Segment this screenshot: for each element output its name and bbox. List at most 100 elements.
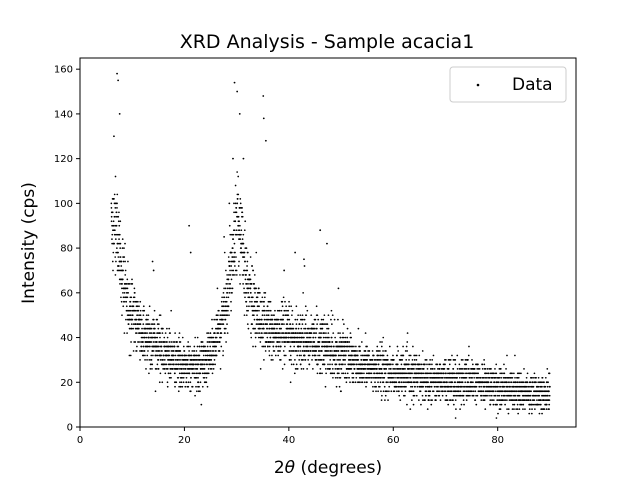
data-point [543, 399, 545, 402]
data-point [333, 345, 335, 348]
data-point [289, 354, 292, 357]
data-point [228, 274, 230, 276]
data-point [148, 359, 151, 361]
data-point-peak [262, 95, 265, 97]
data-point [220, 300, 223, 303]
data-point [373, 372, 376, 375]
data-point [302, 368, 305, 370]
data-point [308, 327, 310, 330]
data-point [142, 354, 145, 357]
data-point [289, 323, 292, 325]
data-point [226, 274, 228, 276]
data-point [316, 323, 318, 325]
data-point [249, 278, 252, 281]
data-point [524, 408, 526, 410]
data-point [295, 327, 297, 330]
data-point [206, 385, 209, 388]
data-point [409, 376, 412, 379]
data-point [548, 408, 550, 410]
data-point [182, 381, 185, 384]
data-point [467, 354, 470, 357]
data-point [138, 318, 141, 321]
data-point [260, 300, 263, 303]
data-point [166, 385, 169, 388]
data-point [152, 341, 155, 343]
data-point [432, 390, 435, 393]
data-point [470, 381, 473, 384]
data-point [352, 359, 355, 361]
data-point [112, 269, 114, 272]
data-point [482, 390, 485, 393]
data-point [484, 408, 487, 410]
data-point [325, 372, 327, 375]
data-point [532, 403, 534, 406]
data-point [405, 372, 408, 375]
data-point [381, 394, 383, 397]
data-point [311, 354, 314, 357]
data-point [224, 327, 227, 330]
data-point [130, 296, 133, 299]
data-point [310, 341, 313, 343]
data-point [243, 287, 245, 290]
y-tick-label: 60 [60, 288, 73, 299]
data-point [263, 318, 266, 321]
data-point [176, 363, 178, 366]
data-point [125, 287, 128, 290]
data-point [353, 363, 356, 366]
data-point [424, 385, 427, 388]
data-point [382, 350, 384, 352]
data-point [437, 372, 440, 375]
data-point [413, 363, 415, 366]
data-point [236, 171, 238, 173]
data-point [406, 350, 408, 352]
data-point [350, 359, 352, 361]
data-point [518, 381, 521, 384]
data-point [363, 354, 366, 357]
data-point [261, 296, 264, 299]
data-point [223, 327, 226, 330]
data-point [171, 363, 173, 366]
data-point [146, 332, 148, 334]
data-point [291, 309, 294, 312]
data-point [415, 354, 418, 357]
data-point [326, 327, 328, 330]
data-point [118, 211, 120, 214]
data-point [143, 309, 146, 312]
data-point [468, 376, 471, 379]
data-point [548, 403, 551, 406]
data-point [213, 318, 216, 321]
data-point [185, 381, 188, 384]
data-point [207, 372, 210, 375]
data-point [460, 381, 462, 384]
data-point [335, 345, 338, 348]
data-point [254, 345, 257, 348]
data-point [483, 359, 485, 361]
data-point [156, 350, 158, 352]
data-point [296, 332, 299, 334]
data-point [337, 350, 340, 352]
data-point [122, 269, 124, 272]
data-point [355, 345, 357, 348]
data-point [348, 341, 351, 343]
data-point [178, 372, 181, 375]
data-point [131, 318, 134, 321]
data-point [191, 385, 194, 388]
data-point [446, 399, 449, 402]
data-point [529, 385, 531, 388]
data-point [146, 345, 149, 348]
data-point [414, 363, 417, 366]
data-point [287, 314, 290, 317]
data-point [142, 341, 144, 343]
data-point [497, 381, 500, 384]
data-point [426, 372, 429, 375]
data-point [360, 354, 362, 357]
data-point [345, 350, 348, 352]
data-point [295, 363, 298, 366]
data-point [481, 394, 483, 397]
data-point [259, 368, 262, 370]
data-point [301, 323, 304, 325]
data-point [398, 390, 400, 393]
data-point [211, 318, 213, 321]
data-point [205, 359, 208, 361]
data-point [548, 399, 551, 402]
